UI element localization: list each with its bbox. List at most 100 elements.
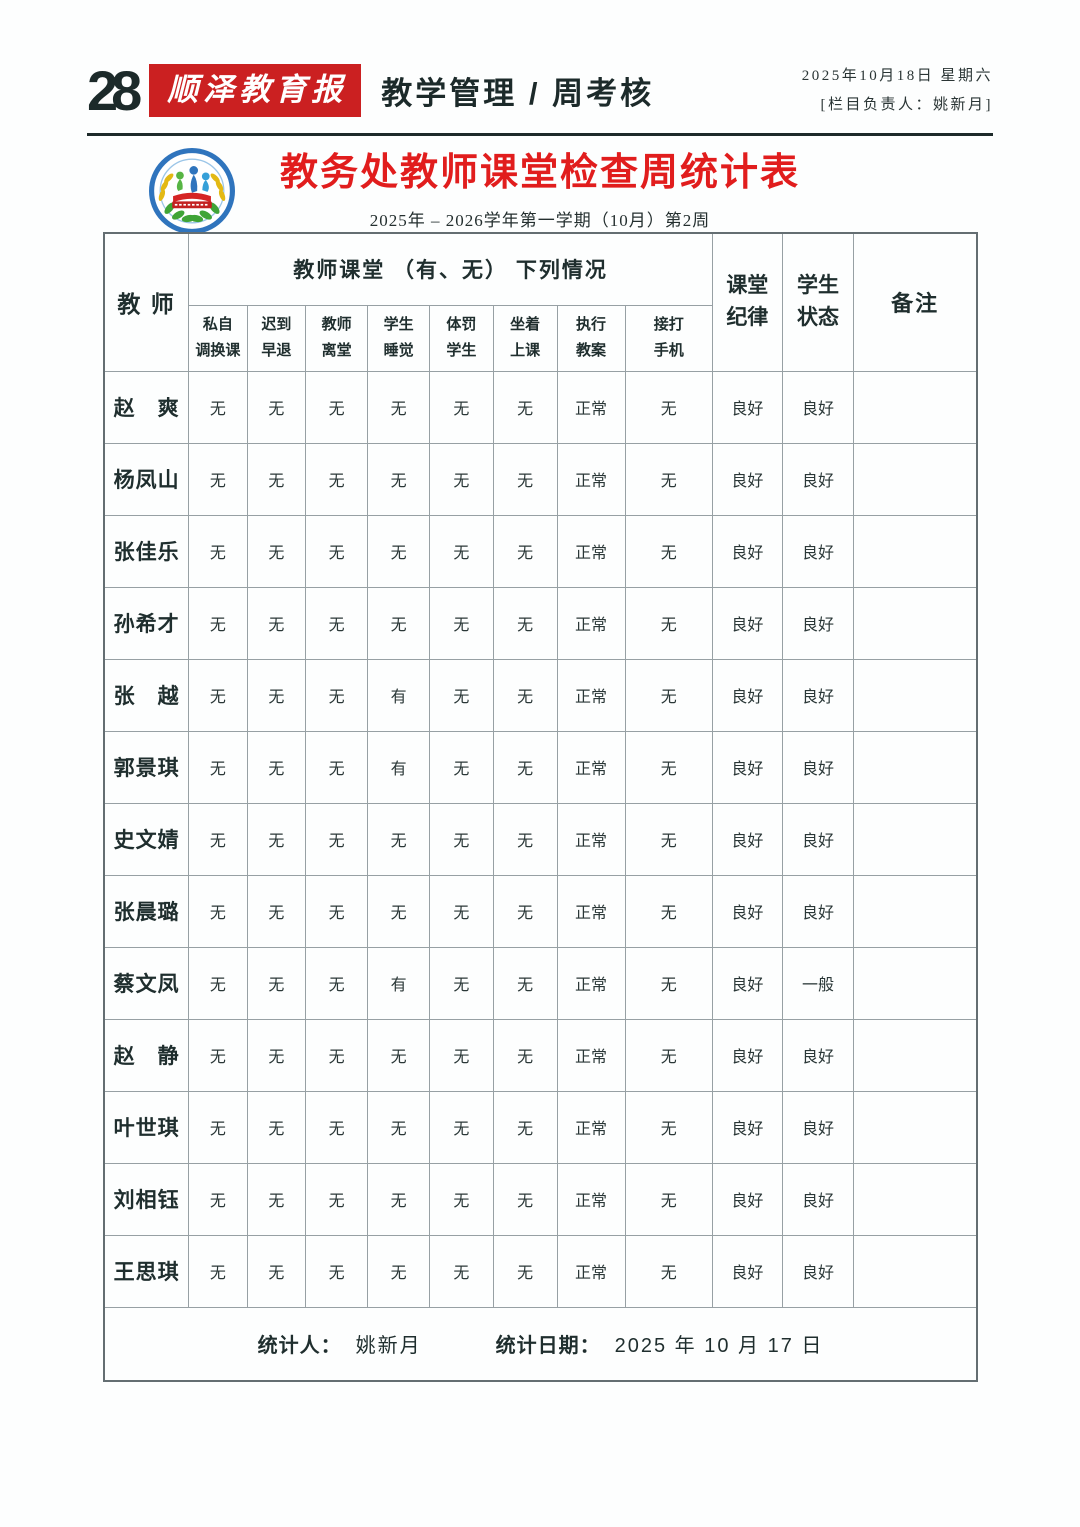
- column-header-remark: 备注: [853, 232, 978, 372]
- cell-value: 无: [492, 802, 558, 876]
- cell-value: 无: [624, 658, 713, 732]
- cell-value: 无: [624, 586, 713, 660]
- cell-value: 无: [188, 874, 248, 948]
- column-subheader: 私自 调换课: [188, 304, 248, 372]
- cell-value: 良好: [781, 874, 855, 948]
- cell-value: 无: [188, 1090, 248, 1164]
- masthead-right: 2025年10月18日 星期六 [栏目负责人：姚新月]: [802, 62, 993, 119]
- table-header: 教 师 教师课堂 （有、无） 下列情况 课堂 纪律 学生 状态 备注 私自 调换…: [103, 232, 978, 372]
- cell-value: 无: [188, 1018, 248, 1092]
- teacher-name: 王思琪: [103, 1234, 190, 1308]
- table-row: 郭景琪无无无有无无正常无良好 良好: [103, 730, 978, 804]
- table-row: 赵 爽无无无无无无正常无良好 良好: [103, 370, 978, 444]
- title-block: 教务处教师课堂检查周统计表 2025年 – 2026学年第一学期（10月）第2周: [87, 145, 993, 234]
- inspection-table: 教 师 教师课堂 （有、无） 下列情况 课堂 纪律 学生 状态 备注 私自 调换…: [103, 232, 978, 1382]
- cell-value: 无: [429, 658, 494, 732]
- cell-value: 无: [624, 370, 713, 444]
- cell-value: 无: [246, 586, 307, 660]
- cell-value: 无: [624, 1234, 713, 1308]
- cell-remark: [853, 586, 978, 660]
- cell-remark: [853, 442, 978, 516]
- stat-date-label: 统计日期：: [495, 1335, 601, 1358]
- cell-value: 无: [246, 370, 307, 444]
- teacher-name: 郭景琪: [103, 730, 190, 804]
- cell-value: 无: [305, 802, 369, 876]
- teacher-name: 赵 静: [103, 1018, 190, 1092]
- table-row: 刘相钰无无无无无无正常无良好 良好: [103, 1162, 978, 1236]
- teacher-name: 蔡文凤: [103, 946, 190, 1020]
- cell-value: 正常: [556, 370, 626, 444]
- cell-value: 正常: [556, 1162, 626, 1236]
- cell-value: 无: [305, 1234, 369, 1308]
- column-subheader: 坐着 上课: [492, 304, 558, 372]
- cell-value: 无: [188, 586, 248, 660]
- page-number: 28: [87, 58, 142, 122]
- column-header-student-state: 学生 状态: [781, 232, 855, 372]
- cell-value: 正常: [556, 514, 626, 588]
- cell-value: 无: [305, 658, 369, 732]
- table-row: 张晨璐无无无无无无正常无良好 良好: [103, 874, 978, 948]
- cell-value: 无: [429, 730, 494, 804]
- cell-value: 正常: [556, 730, 626, 804]
- cell-value: 无: [429, 874, 494, 948]
- cell-value: 正常: [556, 1018, 626, 1092]
- cell-value: 良好: [711, 658, 783, 732]
- cell-value: 良好: [711, 586, 783, 660]
- table-row: 叶世琪无无无无无无正常无良好 良好: [103, 1090, 978, 1164]
- cell-value: 无: [246, 1018, 307, 1092]
- cell-value: 良好: [781, 802, 855, 876]
- cell-value: 无: [188, 514, 248, 588]
- table-footer: 统计人： 姚新月 统计日期： 2025 年 10 月 17 日: [103, 1306, 978, 1382]
- cell-value: 有: [367, 730, 431, 804]
- cell-value: 良好: [781, 1018, 855, 1092]
- cell-value: 有: [367, 946, 431, 1020]
- cell-value: 无: [492, 1018, 558, 1092]
- cell-value: 良好: [711, 802, 783, 876]
- cell-value: 无: [188, 370, 248, 444]
- cell-value: 良好: [711, 1090, 783, 1164]
- cell-value: 无: [188, 730, 248, 804]
- cell-value: 无: [492, 586, 558, 660]
- cell-value: 无: [246, 658, 307, 732]
- cell-value: 无: [246, 514, 307, 588]
- cell-remark: [853, 946, 978, 1020]
- cell-value: 无: [492, 1234, 558, 1308]
- cell-value: 正常: [556, 658, 626, 732]
- cell-value: 良好: [711, 1234, 783, 1308]
- cell-value: 无: [305, 946, 369, 1020]
- cell-value: 无: [367, 1234, 431, 1308]
- cell-value: 良好: [711, 874, 783, 948]
- cell-value: 良好: [781, 514, 855, 588]
- cell-value: 无: [624, 946, 713, 1020]
- cell-value: 无: [492, 874, 558, 948]
- cell-value: 无: [188, 1162, 248, 1236]
- table-row: 张佳乐无无无无无无正常无良好 良好: [103, 514, 978, 588]
- cell-value: 无: [367, 442, 431, 516]
- cell-value: 无: [492, 730, 558, 804]
- column-subheader: 学生 睡觉: [367, 304, 431, 372]
- teacher-name: 史文婧: [103, 802, 190, 876]
- cell-value: 良好: [781, 442, 855, 516]
- cell-value: 无: [367, 1018, 431, 1092]
- cell-value: 正常: [556, 874, 626, 948]
- cell-value: 无: [429, 1018, 494, 1092]
- cell-remark: [853, 1162, 978, 1236]
- cell-value: 无: [367, 1162, 431, 1236]
- cell-value: 无: [305, 442, 369, 516]
- cell-value: 无: [429, 370, 494, 444]
- cell-value: 无: [246, 442, 307, 516]
- cell-value: 无: [492, 658, 558, 732]
- cell-value: 无: [246, 1090, 307, 1164]
- column-subheader: 接打 手机: [624, 304, 713, 372]
- date-line: 2025年10月18日 星期六: [801, 68, 993, 84]
- doc-subtitle: 2025年 – 2026学年第一学期（10月）第2周: [369, 210, 711, 230]
- cell-value: 无: [429, 442, 494, 516]
- cell-remark: [853, 802, 978, 876]
- cell-value: 正常: [556, 802, 626, 876]
- cell-value: 无: [305, 1162, 369, 1236]
- cell-value: 无: [246, 1234, 307, 1308]
- cell-value: 无: [305, 730, 369, 804]
- cell-value: 无: [429, 514, 494, 588]
- cell-value: 无: [624, 442, 713, 516]
- cell-value: 无: [188, 658, 248, 732]
